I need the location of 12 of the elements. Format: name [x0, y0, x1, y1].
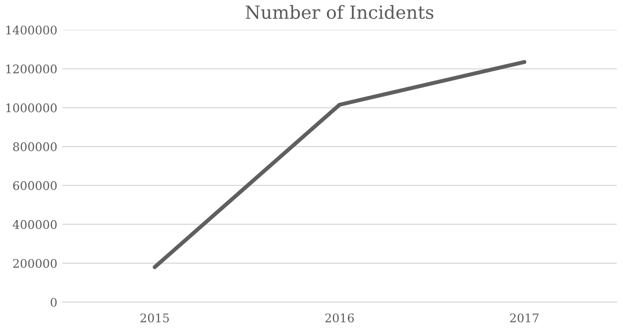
chart-title: Number of Incidents	[246, 5, 434, 20]
y-tick-label: 0	[50, 298, 57, 307]
y-tick-label: 600000	[13, 181, 57, 190]
y-tick-label: 800000	[13, 142, 57, 152]
y-tick-label: 1200000	[6, 64, 57, 74]
x-tick-label: 2015	[140, 313, 169, 322]
x-tick-label: 2016	[325, 313, 354, 322]
y-tick-label: 1400000	[6, 26, 57, 35]
y-tick-label: 200000	[13, 258, 57, 268]
x-tick-label: 2017	[510, 313, 539, 322]
y-tick-label: 1000000	[6, 103, 57, 112]
y-tick-label: 400000	[12, 220, 57, 229]
